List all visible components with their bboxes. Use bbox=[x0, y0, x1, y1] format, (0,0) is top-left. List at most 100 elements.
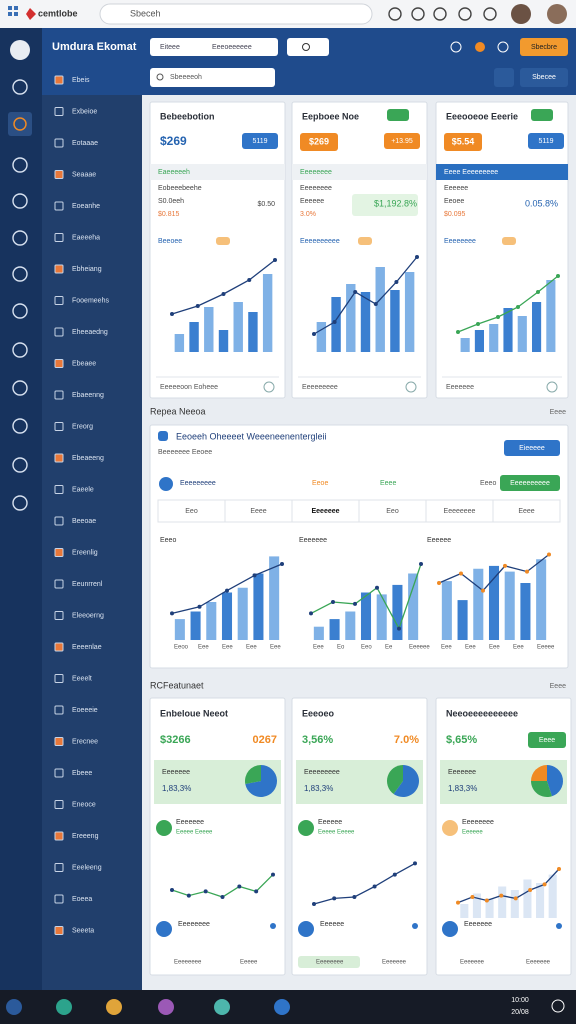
rail-icon[interactable] bbox=[12, 495, 28, 511]
menu-item[interactable]: Eeunrrenl bbox=[72, 581, 103, 588]
notification-icon[interactable] bbox=[551, 999, 565, 1013]
menu-item[interactable]: Eoeanhe bbox=[72, 203, 100, 210]
header-icon[interactable] bbox=[497, 41, 509, 53]
menu-item[interactable]: Ebeaeeng bbox=[72, 455, 104, 462]
icon-button[interactable] bbox=[494, 68, 514, 87]
action-button[interactable] bbox=[520, 38, 568, 56]
point bbox=[496, 315, 500, 319]
avatar[interactable] bbox=[547, 4, 567, 24]
menu-item[interactable]: Eneoce bbox=[72, 801, 96, 808]
menu-item[interactable]: Seeeta bbox=[72, 927, 94, 934]
menu-item[interactable]: Ebeee bbox=[72, 770, 92, 777]
tab[interactable]: Eeee bbox=[250, 508, 266, 515]
rail-icon[interactable] bbox=[12, 157, 28, 173]
rail-icon[interactable] bbox=[12, 457, 28, 473]
point bbox=[525, 569, 529, 574]
strip-chip bbox=[152, 956, 214, 968]
footer-icon[interactable] bbox=[263, 381, 275, 393]
taskbar-app[interactable] bbox=[6, 999, 22, 1015]
menu-item[interactable]: Eeeelt bbox=[72, 675, 92, 682]
label[interactable]: Eeeeeeeeee bbox=[510, 480, 550, 487]
tab[interactable]: Eeeeeeee bbox=[444, 508, 476, 515]
address-bar[interactable] bbox=[99, 3, 373, 25]
taskbar-app[interactable] bbox=[274, 999, 290, 1015]
menu-item[interactable]: Ebeis bbox=[72, 77, 90, 84]
section-link[interactable]: Eeee bbox=[550, 409, 566, 416]
grid-icon bbox=[14, 6, 18, 10]
menu-item[interactable]: Eeeleeng bbox=[72, 864, 102, 871]
menu-item[interactable]: Exbeioe bbox=[72, 108, 97, 115]
secondary-button[interactable] bbox=[500, 475, 560, 491]
menu-item[interactable]: Eoeeeie bbox=[72, 707, 98, 714]
footer-icon[interactable] bbox=[405, 381, 417, 393]
rail-icon[interactable] bbox=[12, 418, 28, 434]
card-footer: Eeeeee bbox=[320, 921, 344, 928]
taskbar-app[interactable] bbox=[214, 999, 230, 1015]
menu-item[interactable]: Ereorg bbox=[72, 423, 93, 430]
bar bbox=[360, 292, 371, 352]
tab[interactable]: Eeo bbox=[185, 508, 198, 515]
tab[interactable]: Eeee bbox=[518, 508, 534, 515]
point bbox=[413, 861, 417, 866]
rail-icon[interactable] bbox=[12, 342, 28, 358]
browser-icon[interactable] bbox=[411, 7, 425, 21]
menu-item[interactable]: Ebaeenng bbox=[72, 392, 104, 399]
menu-item[interactable]: Seaaae bbox=[72, 171, 96, 178]
rail-icon[interactable] bbox=[12, 380, 28, 396]
menu-item[interactable]: Fooemeehs bbox=[72, 297, 109, 304]
browser-icon[interactable] bbox=[388, 7, 402, 21]
primary-button[interactable] bbox=[504, 440, 560, 456]
menu-item[interactable]: Eeeenlae bbox=[72, 644, 102, 651]
tab[interactable]: Eeo bbox=[386, 508, 399, 515]
rail-icon[interactable] bbox=[12, 303, 28, 319]
point bbox=[476, 322, 480, 326]
point bbox=[513, 896, 518, 901]
menu-item[interactable]: Eheeaedng bbox=[72, 329, 108, 336]
rail-icon[interactable] bbox=[12, 230, 28, 246]
clock-date: 20/08 bbox=[511, 1009, 529, 1016]
bar bbox=[517, 316, 527, 352]
search-box[interactable] bbox=[150, 68, 275, 87]
menu-item[interactable]: Ebeaee bbox=[72, 360, 96, 367]
card-title: Neeoeeeeeeeeee bbox=[446, 708, 518, 718]
menu-item[interactable]: Eotaaae bbox=[72, 140, 98, 147]
label[interactable]: Eieeeee bbox=[519, 445, 545, 452]
rail-icon[interactable] bbox=[12, 79, 28, 95]
filter-button[interactable] bbox=[520, 68, 568, 87]
bar bbox=[390, 290, 400, 352]
taskbar-app[interactable] bbox=[106, 999, 122, 1015]
rail-icon[interactable] bbox=[13, 117, 27, 131]
menu-item[interactable]: Erecnee bbox=[72, 738, 98, 745]
footer-avatar bbox=[298, 921, 314, 937]
menu-item[interactable]: Eleeoerng bbox=[72, 612, 104, 619]
highlight bbox=[352, 194, 418, 216]
browser-icon[interactable] bbox=[483, 7, 497, 21]
menu-item[interactable]: Beeoae bbox=[72, 518, 96, 525]
taskbar-app[interactable] bbox=[158, 999, 174, 1015]
browser-icon[interactable] bbox=[458, 7, 472, 21]
notification-icon[interactable] bbox=[475, 42, 485, 52]
footer-icon[interactable] bbox=[546, 381, 558, 393]
avatar[interactable] bbox=[511, 4, 531, 24]
line bbox=[313, 256, 418, 335]
pie-slice bbox=[244, 765, 261, 784]
section-link[interactable]: Eeee bbox=[550, 683, 566, 690]
menu-item[interactable]: Ereenlig bbox=[72, 549, 98, 556]
taskbar-app[interactable] bbox=[56, 999, 72, 1015]
browser-icon[interactable] bbox=[433, 7, 447, 21]
menu-item[interactable]: Eaeele bbox=[72, 486, 94, 493]
value-box bbox=[300, 133, 338, 151]
rail-icon[interactable] bbox=[12, 266, 28, 282]
menu-item[interactable]: Eaeeeha bbox=[72, 234, 100, 241]
bar bbox=[485, 898, 494, 918]
input-field[interactable] bbox=[150, 38, 278, 56]
detail-row: $0.095 bbox=[444, 211, 466, 218]
rail-icon[interactable] bbox=[12, 193, 28, 209]
header-icon[interactable] bbox=[450, 41, 462, 53]
menu-item[interactable]: Ereeeng bbox=[72, 833, 99, 840]
menu-item[interactable]: Eoeea bbox=[72, 896, 92, 903]
card-value: $,65% bbox=[446, 734, 477, 746]
search-button[interactable] bbox=[287, 38, 329, 56]
tab[interactable]: Eeeeeee bbox=[311, 508, 339, 515]
menu-item[interactable]: Ebheiang bbox=[72, 266, 102, 273]
